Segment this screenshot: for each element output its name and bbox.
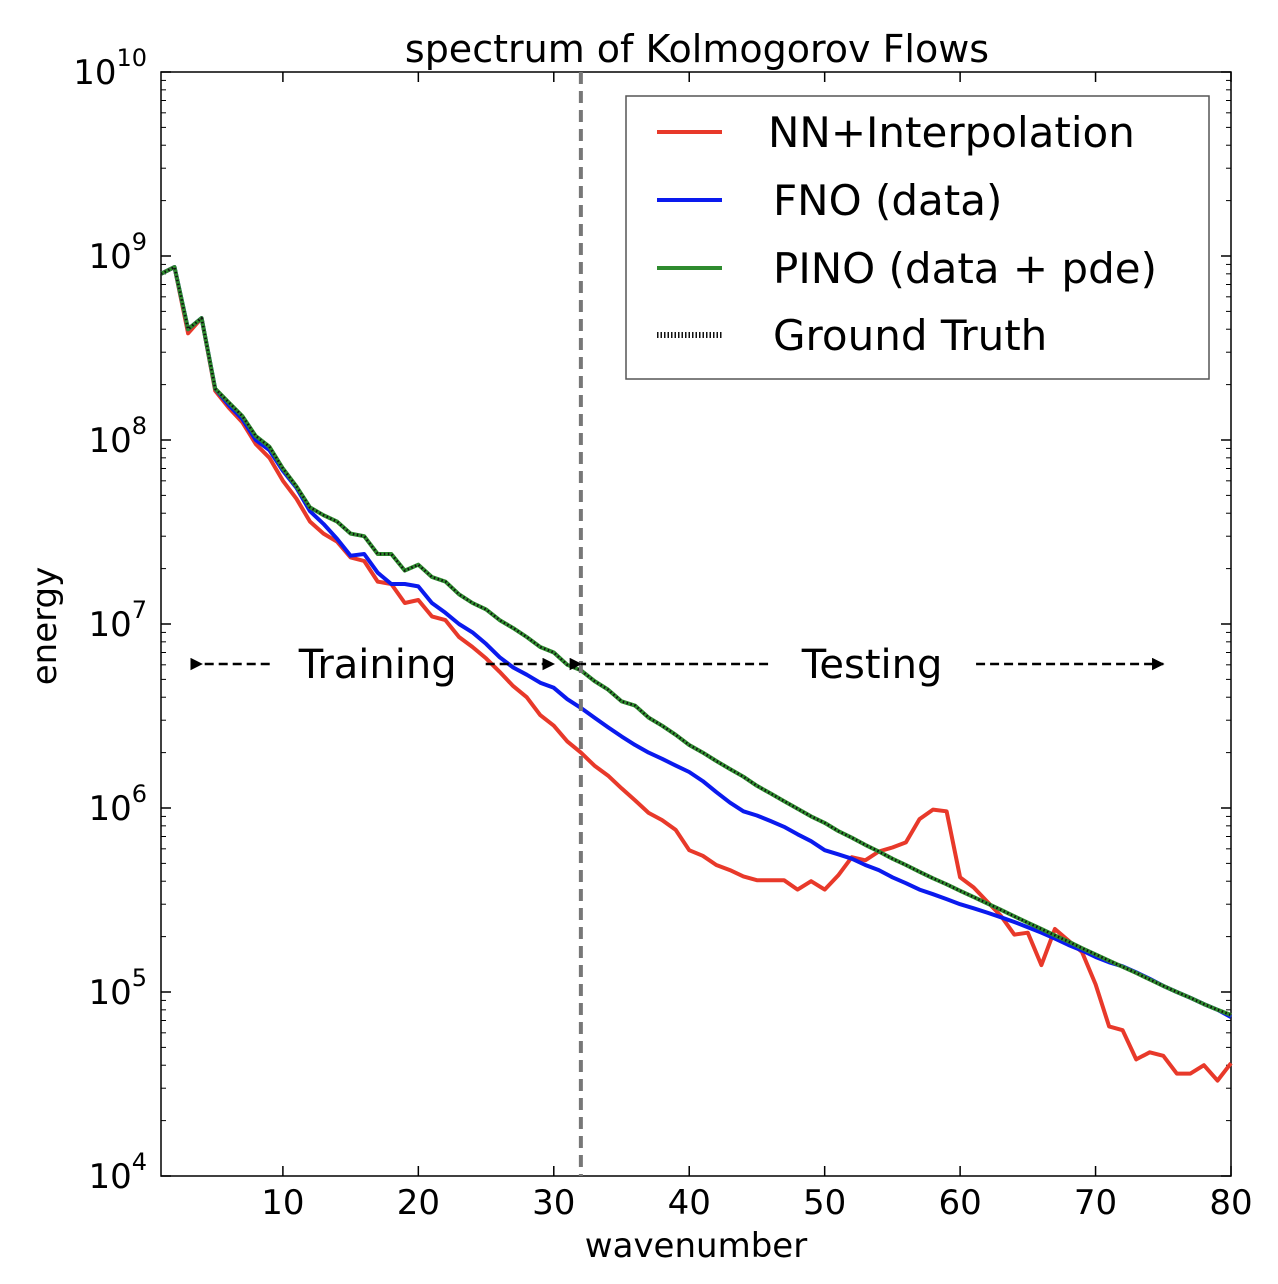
legend-label: PINO (data + pde) <box>773 244 1157 293</box>
x-tick-label: 60 <box>938 1183 981 1223</box>
x-tick-label: 70 <box>1074 1183 1117 1223</box>
y-tick-label: 106 <box>88 780 147 829</box>
chart-title: spectrum of Kolmogorov Flows <box>405 27 989 71</box>
training-label: Training <box>298 642 457 688</box>
x-tick-label: 80 <box>1209 1183 1252 1223</box>
series-line-pino-data-pde <box>160 265 1232 1017</box>
x-tick-label: 50 <box>803 1183 846 1223</box>
x-tick-label: 20 <box>397 1183 440 1223</box>
annotation-layer: Training Testing <box>190 642 1165 688</box>
testing-label: Testing <box>801 642 943 688</box>
x-tick-label: 30 <box>532 1183 575 1223</box>
y-tick-label: 105 <box>88 964 147 1013</box>
y-tick-label: 1010 <box>73 44 147 93</box>
legend: NN+Interpolation FNO (data) PINO (data + p… <box>625 95 1210 380</box>
y-tick-label: 108 <box>88 412 147 461</box>
x-axis-ticks: 10 20 30 40 50 60 70 80 <box>261 72 1253 1223</box>
legend-label: FNO (data) <box>773 176 1002 225</box>
series-layer <box>160 265 1233 1083</box>
series-line-fno-data <box>160 265 1232 1019</box>
y-tick-label: 107 <box>88 596 147 645</box>
x-tick-label: 40 <box>668 1183 711 1223</box>
x-axis-label: wavenumber <box>585 1226 807 1266</box>
legend-label: Ground Truth <box>773 311 1047 360</box>
y-tick-label: 109 <box>88 228 147 277</box>
legend-box <box>625 95 1210 380</box>
legend-label: NN+Interpolation <box>768 108 1135 157</box>
y-axis-label: energy <box>25 567 65 685</box>
x-tick-label: 10 <box>261 1183 304 1223</box>
y-tick-label: 104 <box>88 1148 147 1197</box>
y-axis-ticks: 104 105 106 107 108 109 1010 <box>73 44 1231 1197</box>
